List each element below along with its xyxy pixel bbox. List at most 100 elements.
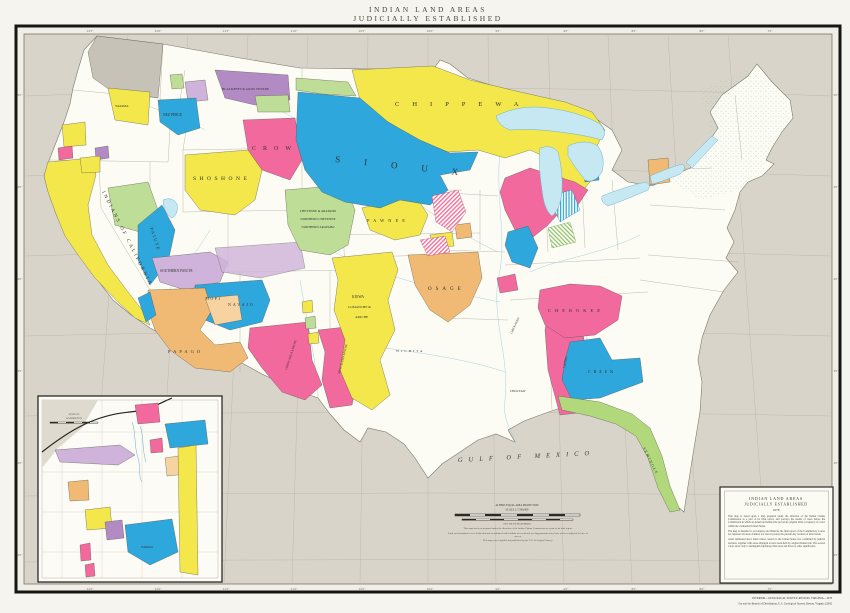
graticule-tick: 35° [833,369,839,373]
longitude-ticks-bottom: 125° 120° 115° 110° 105° 100° 95° 90° 85° 80° 75° [86,587,773,591]
latitude-ticks-left: 50° 45° 40° 35° 30° 25° [17,93,23,557]
region-klamath [79,155,101,174]
scale-bar [454,513,581,521]
graticule-tick: 125° [86,587,94,591]
label-chippewa: CHIPPEWA [395,101,532,108]
graticule-tick: 125° [86,29,94,33]
graticule-tick: 30° [833,461,839,465]
title-line-1: INDIAN LAND AREAS [369,5,487,14]
lake-ontario [649,163,685,185]
label-southern-paiute: SOUTHERN PAIUTE [160,269,193,273]
scale-note-3: This map was compiled and published by t… [482,539,554,542]
graticule-tick: 115° [222,29,230,33]
region-yakima-main [107,87,151,126]
note-box-border [719,486,834,584]
graticule-tick: 100° [426,29,434,33]
label-kiowa: KIOWA [352,295,364,299]
note-box-title-1: INDIAN LAND AREAS [749,496,803,501]
region-kansas-small [454,222,473,240]
label-wichita: WICHITA [396,349,424,353]
graticule-tick: 80° [699,587,705,591]
graticule-tick: 75° [767,587,773,591]
region-sioux [295,91,479,209]
label-yakima: YAKIMA [115,104,129,108]
note-paragraph-3: Areas delineated show lands whose cessio… [728,538,825,548]
inset-map-washington: YAKIMA STATE OF WASHINGTON [37,395,223,583]
graticule-tick: 105° [358,29,366,33]
label-chickasaw: CHICKASAW [509,316,520,334]
region-indians-of-california [43,157,151,326]
inset-region-yakima [124,518,179,566]
map-title: INDIAN LAND AREAS JUDICIALLY ESTABLISHED [353,5,502,23]
graticule-tick: 100° [426,587,434,591]
label-papago: PAPAGO [168,349,203,354]
lake-erie [601,181,650,207]
inset-caption-2: WASHINGTON [66,417,82,420]
region-kiowa-comanche [331,251,399,411]
forest-texture [668,66,790,200]
scale-caption-1: ALBERS EQUAL AREA PROJECTION [496,504,539,507]
inset-scale-bar [49,421,99,424]
lake-huron [567,141,604,182]
scale-note-1: This map has been prepared under the dir… [463,527,573,530]
graticule-tick: 110° [290,587,298,591]
credit-lines: INTERIOR—GEOLOGICAL SURVEY, RESTON, VIRG… [738,597,832,606]
region-assiniboine [295,77,357,97]
latitude-ticks-right: 50° 45° 40° 35° 30° 25° [833,93,839,557]
label-cherokee: CHEROKEE [548,308,604,313]
region-ute [214,241,306,279]
region-pima [204,294,243,326]
region-hatch-2 [419,235,451,257]
label-caddo: CADDO [562,356,568,369]
region-flathead [184,79,209,103]
graticule-tick: 120° [154,587,162,591]
note-paragraph-2: The map is intended to accompany and ill… [728,529,825,537]
great-salt-lake [162,198,178,219]
note-box-paragraphs: This map is based upon a map prepared un… [728,515,825,548]
inset-ocean [42,400,98,468]
title-line-2: JUDICIALLY ESTABLISHED [353,14,502,23]
region-gros-ventre [254,94,291,113]
graticule-tick: 120° [154,29,162,33]
inset-region-5 [67,479,90,502]
region-mojave [137,291,157,323]
inset-label-yakima: YAKIMA [141,545,154,549]
region-coeur-dalene [169,73,185,90]
graticule-tick: 45° [17,185,23,189]
region-ohio-hatch [547,221,577,249]
inset-caption-1: STATE OF [69,413,80,416]
note-box-inner-border [724,490,829,580]
lake-superior [495,106,605,141]
region-oregon-coast-1 [61,121,87,148]
scale-bar-block: ALBERS EQUAL AREA PROJECTION SCALE 1:7,5… [448,504,588,542]
region-seminole [557,395,681,513]
note-box-title-2: JUDICIALLY ESTABLISHED [744,502,808,507]
label-cheyenne-3: NORTHERN ARAPAHO [302,225,336,229]
inset-puget-sound [131,421,147,483]
label-blackfeet: BLACKFEET & GROS VENTRE [222,87,269,91]
graticule-tick: 45° [833,185,839,189]
inset-inner-border [41,399,219,579]
label-creek: CREEK [588,369,616,374]
label-cheyenne-1: CHEYENNE & ARAPAHO [300,209,337,213]
inset-region-1 [134,402,161,425]
region-pueblo-3 [307,331,320,345]
region-pueblo-2 [304,315,317,330]
graticule-tick: 40° [17,277,23,281]
inset-region-10 [84,562,96,578]
graticule-tick: 85° [631,587,637,591]
label-mescalero: MESCALERO APACHE [337,344,348,375]
graticule-tick: 25° [833,553,839,557]
region-creek [561,337,644,401]
region-southern-paiute [151,251,229,291]
graticule-tick: 35° [17,369,23,373]
inset-region-9 [79,542,92,562]
region-southern-illinois [504,225,539,269]
label-cheyenne-2: NORTHERN CHEYENNE [300,217,335,221]
region-oregon-coast-2 [57,145,74,161]
region-quapaw [496,273,519,294]
graticule-tick: 90° [563,587,569,591]
graticule-tick: 40° [833,277,839,281]
graticule-tick: 50° [17,93,23,97]
label-comanche: COMANCHE & [348,305,371,309]
